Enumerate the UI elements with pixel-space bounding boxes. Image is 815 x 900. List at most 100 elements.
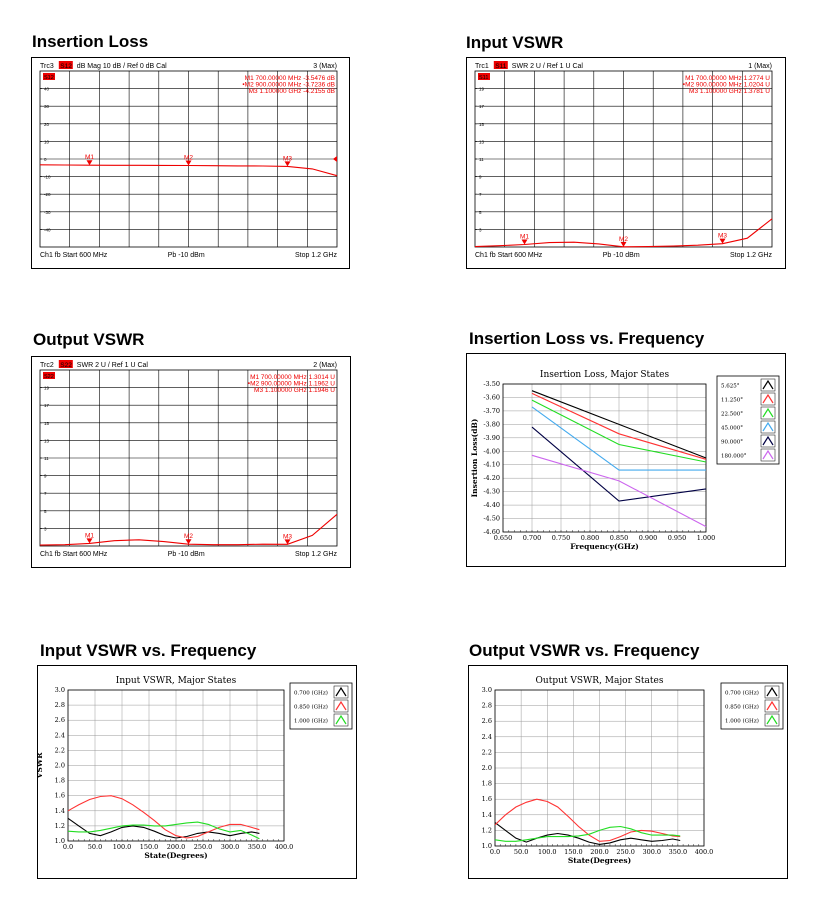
ovf-legend-swatch [766,700,778,711]
ivf-xtick-label: 250.0 [194,843,213,851]
ivf-legend-swatch-box [333,685,349,699]
ovswr-footer-power: Pb -10 dBm [168,551,205,558]
title-input-vswr: Input VSWR [466,33,564,52]
ilf-axes-box [502,383,707,533]
il-marker-readout: •M2 900.00000 MHz -3.7236 dB [242,82,335,89]
ovswr-tag-badge [43,372,55,379]
ilf-xtick-label: 0.850 [610,534,629,542]
il-param-label: S12 [60,63,72,70]
ivf-ytick-label: 1.4 [55,807,65,815]
ivswr-tag-badge [478,73,490,80]
il-marker-label: M2 [184,155,193,162]
ilf-legend-swatch [762,435,774,446]
ivf-legend-swatch-box [333,713,349,727]
il-ytick-label: -30 [44,210,51,215]
il-ytick-label: 10 [44,139,50,144]
ivf-ytick-label: 1.2 [55,822,65,830]
vna-chart-output-vswr: Trc2 S22 SWR 2 U / Ref 1 U Cal 2 (Max) 19 17 1… [39,360,337,558]
ilf-ytick-label: -3.50 [483,380,500,388]
ivf-plot-title: Input VSWR, Major States [116,676,237,686]
ivf-axes-box [67,689,285,842]
il-footer-stop: Stop 1.2 GHz [295,252,338,259]
ovswr-trace-number: 2 (Max) [313,362,337,369]
ivswr-footer-power: Pb -10 dBm [603,252,640,259]
ovf-legend-swatch [766,714,778,725]
ivswr-marker-readout: •M2 900.00000 MHz 1.0204 U [683,82,770,89]
ovf-legend-swatch-box [764,713,780,727]
ilf-legend-swatch-box [760,448,776,462]
ovf-ylabel: VSWR [469,754,471,782]
ivf-ytick-label: 2.4 [55,731,65,739]
ivf-legend-swatch [335,700,347,711]
ilf-series-line-2 [531,399,707,463]
vna-panel-insertion-loss: Trc3 S12 dB Mag 10 dB / Ref 0 dB Cal 3 (Max… [31,57,350,269]
ovswr-marker-readout: M3 1.100000 GHz 1.1946 U [254,387,335,394]
ovf-xtick-label: 400.0 [695,848,714,856]
ilf-ytick-label: -3.90 [483,434,500,442]
ovswr-ytick-label: 19 [44,386,50,391]
ilf-ytick-label: -4.20 [483,474,500,482]
ivf-series-line-1 [67,795,260,839]
il-ytick-label: 30 [44,104,50,109]
ovf-legend-label: 1.000 (GHz) [725,718,759,725]
ilf-series-line-3 [531,406,706,471]
ovf-ytick-label: 1.2 [482,826,492,834]
ivswr-param-badge [493,61,508,69]
ivf-xtick-label: 150.0 [140,843,159,851]
ovf-legend-label: 0.850 (GHz) [725,704,759,711]
ivf-legend-swatch [335,714,347,725]
ivf-xtick-label: 400.0 [275,843,294,851]
ovf-ytick-label: 1.8 [482,780,492,788]
ilf-legend-swatch-box [760,406,776,420]
ilf-ytick-label: -4.00 [483,447,500,455]
ivf-legend-swatch-box [333,699,349,713]
ilf-plot-title: Insertion Loss, Major States [540,370,670,380]
ilf-xtick-label: 0.650 [494,534,513,542]
ovf-ytick-label: 1.4 [482,811,492,819]
ilf-legend-label: 180.000° [721,454,747,460]
ovf-xtick-label: 0.0 [490,848,500,856]
ovf-legend-label: 0.700 (GHz) [725,690,759,697]
ovswr-param-badge [58,360,73,368]
ovf-axes-box [494,689,705,847]
il-format-label: dB Mag 10 dB / Ref 0 dB Cal [77,63,167,70]
ilf-legend-swatch [762,379,774,390]
title-input-vswr-vs-frequency: Input VSWR vs. Frequency [40,641,257,660]
il-marker-readout: M1 700.00000 MHz -3.5476 dB [245,75,335,82]
ovswr-trace-label: Trc2 [40,362,54,369]
ivswr-marker-label: M1 [520,234,529,241]
il-trace-number: 3 (Max) [313,63,337,70]
ovswr-ytick-label: 7 [44,491,47,496]
ivf-ytick-label: 2.8 [55,701,65,709]
ivswr-marker-m3 [719,238,726,244]
ovf-xlabel: State(Degrees) [568,856,631,865]
il-ytick-label: -40 [44,227,51,232]
ilf-legend-label: 22.500° [721,412,743,418]
ivswr-ytick-label: 7 [479,192,482,197]
vna-panel-output-vswr: Trc2 S22 SWR 2 U / Ref 1 U Cal 2 (Max) 19 17 1… [31,356,351,568]
ovf-series-line-1 [494,798,681,842]
ovf-xtick-label: 150.0 [564,848,583,856]
ivf-ytick-label: 1.6 [55,792,65,800]
ivswr-ytick-label: 13 [479,139,485,144]
ivswr-ytick-label: 17 [479,104,485,109]
ovswr-ytick-label: 17 [44,403,50,408]
ovf-plot-title: Output VSWR, Major States [536,676,664,686]
ivf-ytick-label: 2.0 [55,762,65,770]
ilf-ytick-label: -3.70 [483,407,500,415]
ovf-xtick-label: 300.0 [642,848,661,856]
ivswr-ytick-label: 11 [479,157,484,162]
ilf-xtick-label: 0.800 [581,534,600,542]
ivf-legend-label: 1.000 (GHz) [294,718,328,725]
ovswr-ytick-label: 3 [44,526,47,531]
ivf-ylabel: VSWR [38,752,44,780]
ivswr-marker-readout: M1 700.00000 MHz 1.2774 U [685,75,770,82]
ivswr-marker-label: M2 [619,236,628,243]
plot-panel-input-vswr: Input VSWR, Major States 0.0 50.0 100.0 150.… [37,665,357,879]
ilf-ytick-label: -4.10 [483,461,500,469]
ivf-xtick-label: 200.0 [167,843,186,851]
ovf-xtick-label: 50.0 [514,848,528,856]
ovswr-marker-label: M2 [184,533,193,540]
ovswr-ytick-label: 5 [44,509,47,514]
il-param-badge [58,61,73,69]
